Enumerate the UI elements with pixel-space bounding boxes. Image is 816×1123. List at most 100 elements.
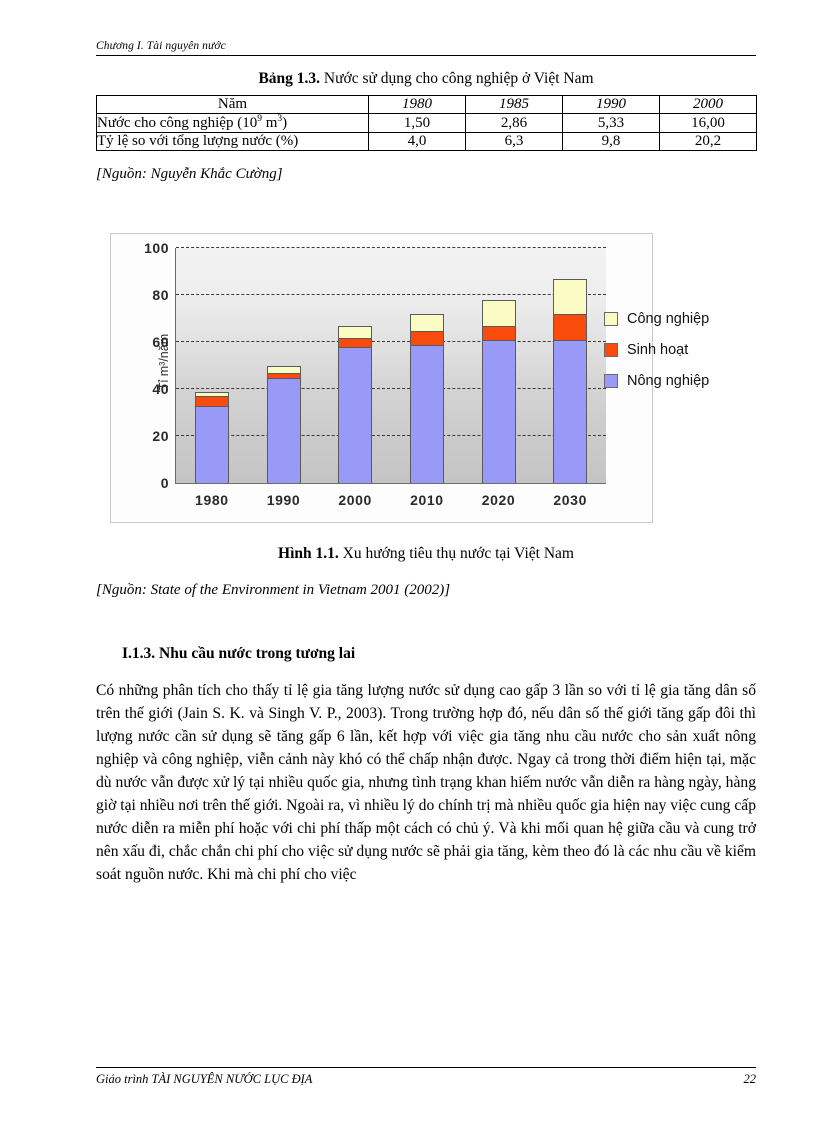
table-cell: 6,3	[465, 132, 563, 152]
header-rule	[96, 55, 756, 56]
chart-bar-segment	[481, 340, 516, 484]
chart-legend: Công nghiệp Sinh hoạt Nông nghiệp	[604, 311, 784, 404]
chart-legend-item: Công nghiệp	[604, 311, 784, 327]
stacked-bar-chart: Tỉ m³/năm 0 20 40 60 80 100 1980 1990 2000 2010 2…	[110, 233, 653, 524]
table-row-label-ratio: Tỷ lệ so với tổng lượng nước (%)	[96, 132, 369, 152]
chart-bar-segment	[409, 344, 444, 484]
figure-caption-text: Xu hướng tiêu thụ nước tại Việt Nam	[338, 545, 574, 563]
chart-bar-segment	[481, 300, 516, 326]
chart-gridline: 40	[152, 381, 606, 397]
row-label-part: Nước cho công nghiệp (10	[97, 115, 258, 132]
table-cell: 20,2	[659, 132, 757, 152]
row-label-part: )	[282, 115, 288, 132]
table-header-1990: 1990	[562, 95, 660, 115]
chart-bar-slot: 2000	[319, 248, 391, 508]
page-footer: Giáo trình TÀI NGUYÊN NƯỚC LỤC ĐỊA 22	[96, 1067, 756, 1087]
chart-legend-swatch	[604, 312, 618, 327]
table-header-1985: 1985	[465, 95, 563, 115]
figure-caption-label: Hình 1.1.	[278, 545, 339, 563]
chart-bar-slot: 2020	[463, 248, 535, 508]
table-cell: 2,86	[465, 113, 563, 134]
table-caption: Bảng 1.3. Nước sử dụng cho công nghiệp ở…	[96, 69, 756, 88]
chart-bar	[194, 391, 229, 484]
table-cell: 16,00	[659, 113, 757, 134]
chart-y-axis-label: Tỉ m³/năm	[157, 334, 171, 391]
chart-bars: 1980 1990 2000 2010 2020 2030	[176, 248, 606, 508]
section-heading: I.1.3. Nhu cầu nước trong tương lai	[122, 645, 356, 663]
chart-y-tick: 40	[152, 381, 169, 398]
footer-text: Giáo trình TÀI NGUYÊN NƯỚC LỤC ĐỊA	[96, 1072, 313, 1086]
chart-legend-swatch	[604, 343, 618, 358]
chart-legend-label: Sinh hoạt	[627, 342, 689, 359]
chart-x-tick: 2030	[553, 492, 587, 509]
table-row: Tỷ lệ so với tổng lượng nước (%) 4,0 6,3…	[96, 132, 757, 152]
table-caption-label: Bảng 1.3.	[258, 70, 321, 87]
chart-bar-segment	[338, 347, 373, 484]
page-content: Chương I. Tài nguyên nước Bảng 1.3. Nước…	[96, 40, 757, 887]
table-source-note: [Nguồn: Nguyễn Khắc Cường]	[96, 166, 283, 183]
chart-bar-segment	[409, 330, 444, 345]
chart-bar-segment	[553, 278, 588, 315]
table-cell: 9,8	[562, 132, 660, 152]
chart-bar	[553, 278, 588, 484]
chart-bar-segment	[266, 365, 301, 373]
chart-y-tick: 60	[152, 334, 169, 351]
chart-x-tick: 2020	[481, 492, 516, 509]
chart-bar-segment	[553, 340, 588, 484]
water-industry-table: Năm 1980 1985 1990 2000 Nước cho công ng…	[96, 95, 757, 152]
chart-bar-slot: 2010	[391, 248, 463, 508]
chart-bar	[338, 325, 373, 484]
footer-rule	[96, 1067, 756, 1068]
table-header-2000: 2000	[659, 95, 757, 115]
chart-bar-slot: 2030	[534, 248, 606, 508]
chart-y-tick: 0	[160, 475, 169, 492]
chart-bar-segment	[553, 314, 588, 341]
row-label-exponent: 9	[257, 114, 262, 125]
chart-bar-slot: 1990	[248, 248, 320, 508]
chart-bar-segment	[266, 377, 301, 484]
chart-y-tick: 100	[144, 240, 169, 257]
chart-x-tick: 2010	[410, 492, 444, 509]
body-paragraph: Có những phân tích cho thấy tỉ lệ gia tă…	[96, 682, 757, 883]
chart-bar-slot: 1980	[176, 248, 248, 508]
table-row: Nước cho công nghiệp (109 m3) 1,50 2,86 …	[96, 113, 757, 134]
chart-bar-segment	[194, 396, 229, 406]
chart-gridline: 60	[152, 334, 606, 350]
chart-y-tick: 80	[152, 287, 169, 304]
figure-source-note: [Nguồn: State of the Environment in Viet…	[96, 582, 451, 599]
figure-caption: Hình 1.1. Xu hướng tiêu thụ nước tại Việ…	[96, 545, 756, 563]
chart-x-tick: 1980	[195, 492, 229, 509]
table-cell: 4,0	[368, 132, 466, 152]
chart-y-tick: 20	[152, 428, 169, 445]
chart-bar-segment	[338, 325, 373, 338]
row-label-exponent: 3	[277, 114, 283, 125]
chart-gridline: 20	[152, 428, 606, 444]
chart-bar-segment	[266, 372, 301, 378]
page-number: 22	[743, 1072, 757, 1086]
table-cell: 5,33	[562, 113, 660, 134]
chart-legend-label: Nông nghiệp	[627, 373, 710, 390]
chart-bar	[409, 314, 444, 484]
chart-bar-segment	[194, 405, 229, 484]
table-caption-text: Nước sử dụng cho công nghiệp ở Việt Nam	[320, 70, 594, 87]
chart-x-tick: 1990	[266, 492, 301, 509]
chart-legend-label: Công nghiệp	[627, 311, 710, 328]
chart-bar	[266, 365, 301, 484]
row-label-part: m	[261, 115, 278, 132]
chart-legend-item: Sinh hoạt	[604, 342, 784, 358]
chart-bar-segment	[338, 337, 373, 348]
chart-legend-swatch	[604, 374, 618, 389]
table-header-row: Năm 1980 1985 1990 2000	[96, 95, 757, 115]
chart-x-tick: 2000	[338, 492, 372, 509]
chart-gridline: 100	[144, 240, 606, 256]
chart-bar-segment	[194, 391, 229, 397]
running-header: Chương I. Tài nguyên nước	[96, 40, 226, 52]
chart-bar	[481, 300, 516, 484]
figure-container: Tỉ m³/năm 0 20 40 60 80 100 1980 1990 2000 2010 2…	[96, 233, 756, 524]
chart-gridline: 80	[152, 287, 606, 303]
chart-bar-segment	[481, 325, 516, 341]
table-row-label-industry: Nước cho công nghiệp (109 m3)	[96, 113, 369, 134]
chart-plot-area: 0 20 40 60 80 100 1980 1990 2000 2010 2020 2030	[144, 240, 606, 508]
chart-bar-segment	[409, 314, 444, 331]
